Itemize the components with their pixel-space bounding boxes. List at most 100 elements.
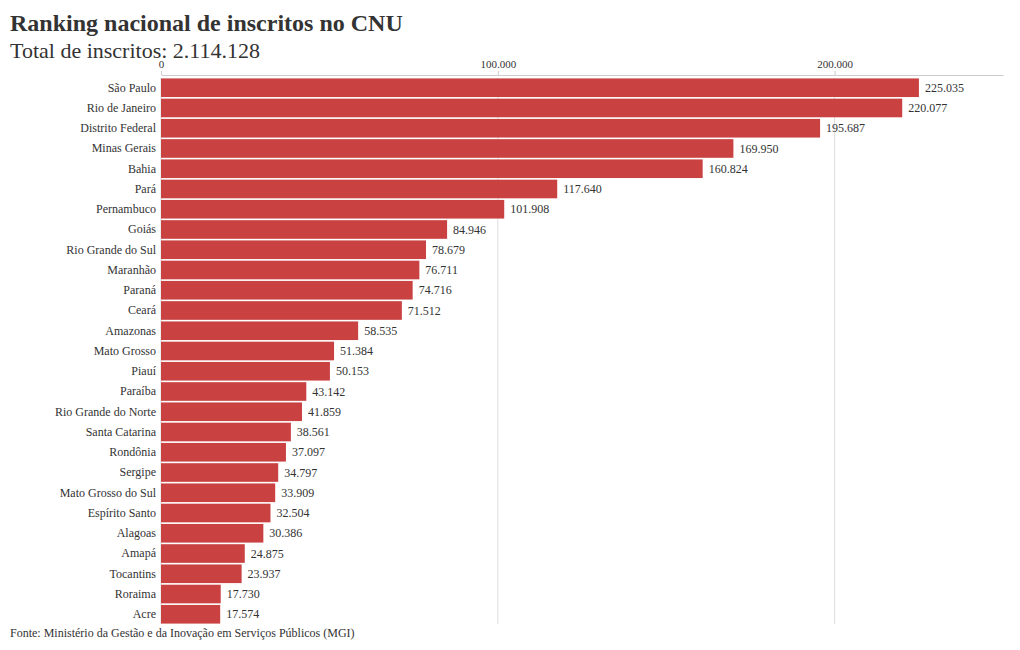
tick: Tocantins bbox=[110, 567, 161, 581]
category-label: Amazonas bbox=[105, 324, 156, 338]
tick: Rio Grande do Sul bbox=[66, 243, 161, 257]
tick: Pará bbox=[135, 182, 161, 196]
source: Fonte: Ministério da Gestão e da Inovaçã… bbox=[10, 626, 355, 640]
category-label: Sergipe bbox=[120, 465, 156, 479]
category-label: Alagoas bbox=[117, 526, 157, 540]
bar bbox=[161, 220, 447, 239]
category-label: Pará bbox=[135, 182, 157, 196]
tick: Mato Grosso bbox=[94, 344, 161, 358]
data-label: 33.909 bbox=[281, 486, 314, 500]
tick: 200.000 bbox=[817, 58, 853, 75]
data-label: 17.730 bbox=[227, 587, 260, 601]
bar bbox=[161, 362, 330, 381]
data-label: 78.679 bbox=[432, 243, 465, 257]
category-label: Minas Gerais bbox=[92, 141, 157, 155]
tick: Ceará bbox=[128, 303, 161, 317]
data-label: 84.946 bbox=[453, 223, 486, 237]
grid bbox=[161, 78, 835, 624]
axis-line bbox=[162, 75, 1004, 76]
title: Ranking nacional de inscritos no CNU bbox=[10, 10, 403, 36]
tick: Espírito Santo bbox=[88, 506, 161, 520]
data-label: 51.384 bbox=[340, 344, 373, 358]
category-label: Paraíba bbox=[120, 384, 157, 398]
category-label: Acre bbox=[133, 607, 156, 621]
bar bbox=[161, 443, 286, 462]
grid-line bbox=[834, 78, 835, 624]
chart: Ranking nacional de inscritos no CNUTota… bbox=[0, 0, 1020, 650]
data-labels: 225.035220.077195.687169.950160.824117.6… bbox=[226, 81, 964, 622]
subtitle: Total de inscritos: 2.114.128 bbox=[10, 38, 260, 63]
bar bbox=[161, 200, 504, 219]
tick: São Paulo bbox=[108, 81, 161, 95]
bar bbox=[161, 524, 263, 543]
category-label: Piauí bbox=[131, 364, 156, 378]
bar bbox=[161, 382, 306, 401]
bar bbox=[161, 261, 419, 280]
bar bbox=[161, 99, 902, 118]
tick-label: 100.000 bbox=[480, 58, 516, 70]
bar bbox=[161, 281, 413, 300]
bar bbox=[161, 301, 402, 320]
tick: Rio Grande do Norte bbox=[55, 405, 161, 419]
tick: Pernambuco bbox=[96, 202, 161, 216]
tick: Rio de Janeiro bbox=[87, 101, 161, 115]
bar bbox=[161, 342, 334, 361]
tick: Roraima bbox=[115, 587, 161, 601]
category-label: Maranhão bbox=[107, 263, 156, 277]
tick-label: 0 bbox=[159, 58, 165, 70]
category-label: Tocantins bbox=[110, 567, 157, 581]
bar bbox=[161, 159, 703, 178]
category-label: Rio Grande do Norte bbox=[55, 405, 156, 419]
tick: 100.000 bbox=[480, 58, 516, 75]
data-label: 23.937 bbox=[248, 567, 281, 581]
category-label: Santa Catarina bbox=[86, 425, 157, 439]
data-label: 50.153 bbox=[336, 364, 369, 378]
bar bbox=[161, 585, 221, 604]
category-label: Mato Grosso do Sul bbox=[60, 486, 157, 500]
tick: Bahia bbox=[128, 162, 161, 176]
bar bbox=[161, 544, 245, 563]
data-label: 74.716 bbox=[419, 283, 452, 297]
tick-mark bbox=[498, 71, 499, 75]
bar bbox=[161, 463, 278, 482]
bar bbox=[161, 180, 557, 199]
category-label: Bahia bbox=[128, 162, 157, 176]
tick: Acre bbox=[133, 607, 161, 621]
data-label: 101.908 bbox=[510, 202, 549, 216]
bar bbox=[161, 78, 919, 97]
category-label: Rondônia bbox=[109, 445, 156, 459]
category-label: Paraná bbox=[123, 283, 156, 297]
tick: Piauí bbox=[131, 364, 161, 378]
tick: Rondônia bbox=[109, 445, 161, 459]
category-label: Rio de Janeiro bbox=[87, 101, 156, 115]
tick: Mato Grosso do Sul bbox=[60, 486, 161, 500]
bar bbox=[161, 483, 275, 502]
data-label: 30.386 bbox=[269, 526, 302, 540]
tick: Amazonas bbox=[105, 324, 161, 338]
bar bbox=[161, 504, 270, 523]
category-label: Ceará bbox=[128, 303, 157, 317]
category-label: Roraima bbox=[115, 587, 157, 601]
tick: Maranhão bbox=[107, 263, 161, 277]
category-label: São Paulo bbox=[108, 81, 156, 95]
data-label: 169.950 bbox=[739, 142, 778, 156]
data-label: 58.535 bbox=[364, 324, 397, 338]
category-label: Espírito Santo bbox=[88, 506, 156, 520]
data-label: 38.561 bbox=[297, 425, 330, 439]
data-label: 34.797 bbox=[284, 466, 317, 480]
bar bbox=[161, 402, 302, 421]
data-label: 225.035 bbox=[925, 81, 964, 95]
y-axis: São Paulo Rio de Janeiro Distrito Federal M… bbox=[55, 81, 161, 622]
bar bbox=[161, 119, 820, 138]
tick: Sergipe bbox=[120, 465, 161, 479]
data-label: 41.859 bbox=[308, 405, 341, 419]
category-label: Goiás bbox=[128, 222, 156, 236]
tick-mark bbox=[835, 71, 836, 75]
category-label: Pernambuco bbox=[96, 202, 156, 216]
bar bbox=[161, 564, 242, 583]
tick: Minas Gerais bbox=[92, 141, 161, 155]
category-label: Distrito Federal bbox=[80, 121, 156, 135]
category-label: Mato Grosso bbox=[94, 344, 156, 358]
bar bbox=[161, 423, 291, 442]
data-label: 117.640 bbox=[563, 182, 602, 196]
